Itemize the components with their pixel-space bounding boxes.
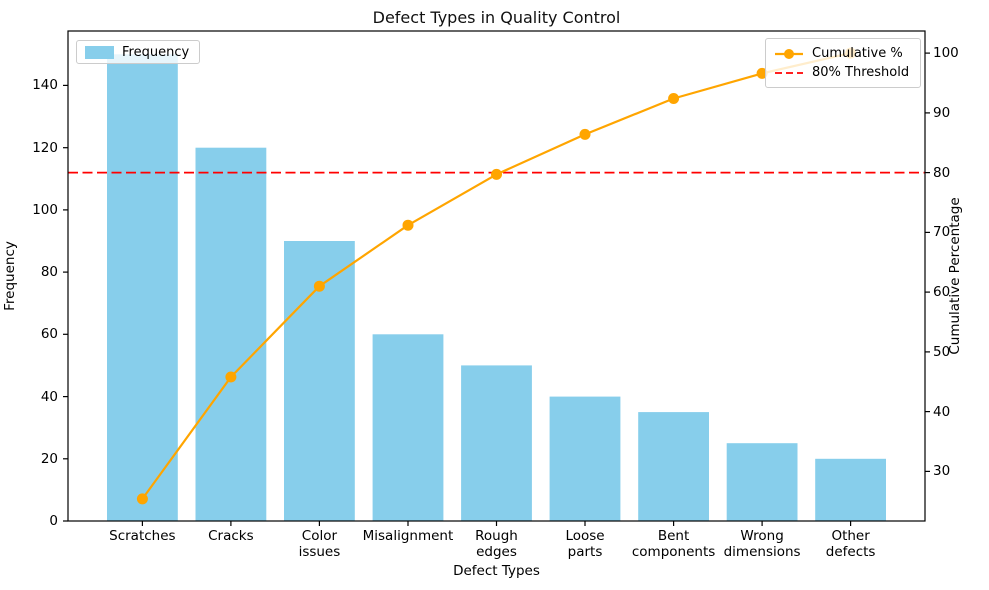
left-y-tick-label: 60 — [40, 326, 58, 343]
x-tick-label: Bent components — [631, 528, 716, 560]
frequency-bar — [549, 396, 621, 521]
x-tick-label: Cracks — [208, 528, 254, 544]
threshold-line-icon — [775, 71, 803, 74]
frequency-swatch-icon — [85, 45, 114, 59]
cumulative-marker — [313, 280, 325, 292]
right-y-tick-label: 80 — [933, 164, 951, 181]
x-tick-label: Misalignment — [362, 528, 454, 544]
cumulative-line-icon — [775, 48, 803, 59]
frequency-bar — [461, 365, 532, 521]
right-y-tick-label: 90 — [933, 104, 951, 121]
right-y-tick-label: 40 — [933, 403, 951, 420]
frequency-bar — [107, 54, 178, 522]
cumulative-marker — [756, 67, 768, 79]
cumulative-marker — [402, 219, 414, 231]
frequency-bar — [815, 458, 886, 521]
left-y-tick-label: 20 — [40, 450, 58, 467]
cumulative-marker — [136, 493, 148, 505]
frequency-bar — [195, 147, 267, 521]
right-y-tick-label: 60 — [933, 284, 951, 301]
cumulative-marker — [225, 371, 237, 383]
legend-row-cumulative: Cumulative % — [774, 44, 912, 63]
right-y-tick-label: 70 — [933, 224, 951, 241]
right-y-tick-label: 30 — [933, 463, 951, 480]
x-axis-title: Defect Types — [453, 563, 540, 579]
legend-frequency-label: Frequency — [122, 44, 190, 60]
legend-frequency: Frequency — [76, 40, 201, 64]
legend-row-threshold: 80% Threshold — [774, 63, 912, 82]
left-y-tick-label: 140 — [32, 77, 58, 94]
right-y-tick-label: 100 — [933, 45, 959, 62]
cumulative-marker — [579, 128, 591, 140]
frequency-bar — [638, 412, 709, 521]
left-y-tick-label: 100 — [32, 201, 58, 218]
cumulative-marker — [668, 93, 680, 104]
cumulative-marker — [491, 168, 502, 180]
chart-title: Defect Types in Quality Control — [372, 8, 621, 27]
frequency-bar — [372, 334, 444, 521]
x-tick-label: Wrong dimensions — [723, 528, 801, 560]
left-y-tick-label: 80 — [40, 264, 58, 281]
left-y-tick-label: 120 — [32, 139, 58, 156]
x-tick-label: Loose parts — [565, 528, 605, 560]
legend-threshold-label: 80% Threshold — [812, 65, 910, 80]
frequency-bar — [726, 443, 798, 521]
right-y-tick-label: 50 — [933, 343, 951, 360]
x-tick-label: Rough edges — [475, 528, 518, 560]
left-y-tick-label: 40 — [40, 388, 58, 405]
x-tick-label: Color issues — [298, 528, 341, 560]
left-y-tick-label: 0 — [49, 513, 58, 529]
x-tick-label: Other defects — [825, 528, 876, 560]
x-tick-label: Scratches — [109, 528, 176, 544]
legend-cumulative: Cumulative % 80% Threshold — [765, 38, 921, 88]
legend-cumulative-label: Cumulative % — [812, 46, 903, 61]
